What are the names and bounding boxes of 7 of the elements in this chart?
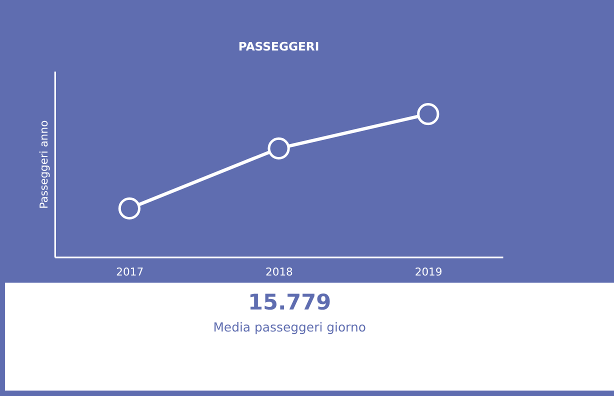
x-tick-label: 2018 bbox=[266, 266, 294, 279]
text: Media passeggeri giorno bbox=[213, 320, 366, 335]
x-tick-label: 2017 bbox=[116, 266, 144, 279]
x-tick-label: 2019 bbox=[414, 266, 442, 279]
y-axis-title: Passeggeri anno bbox=[38, 120, 51, 209]
text: 15.779 bbox=[248, 290, 332, 316]
chart-title: PASSEGGERI bbox=[238, 39, 320, 54]
